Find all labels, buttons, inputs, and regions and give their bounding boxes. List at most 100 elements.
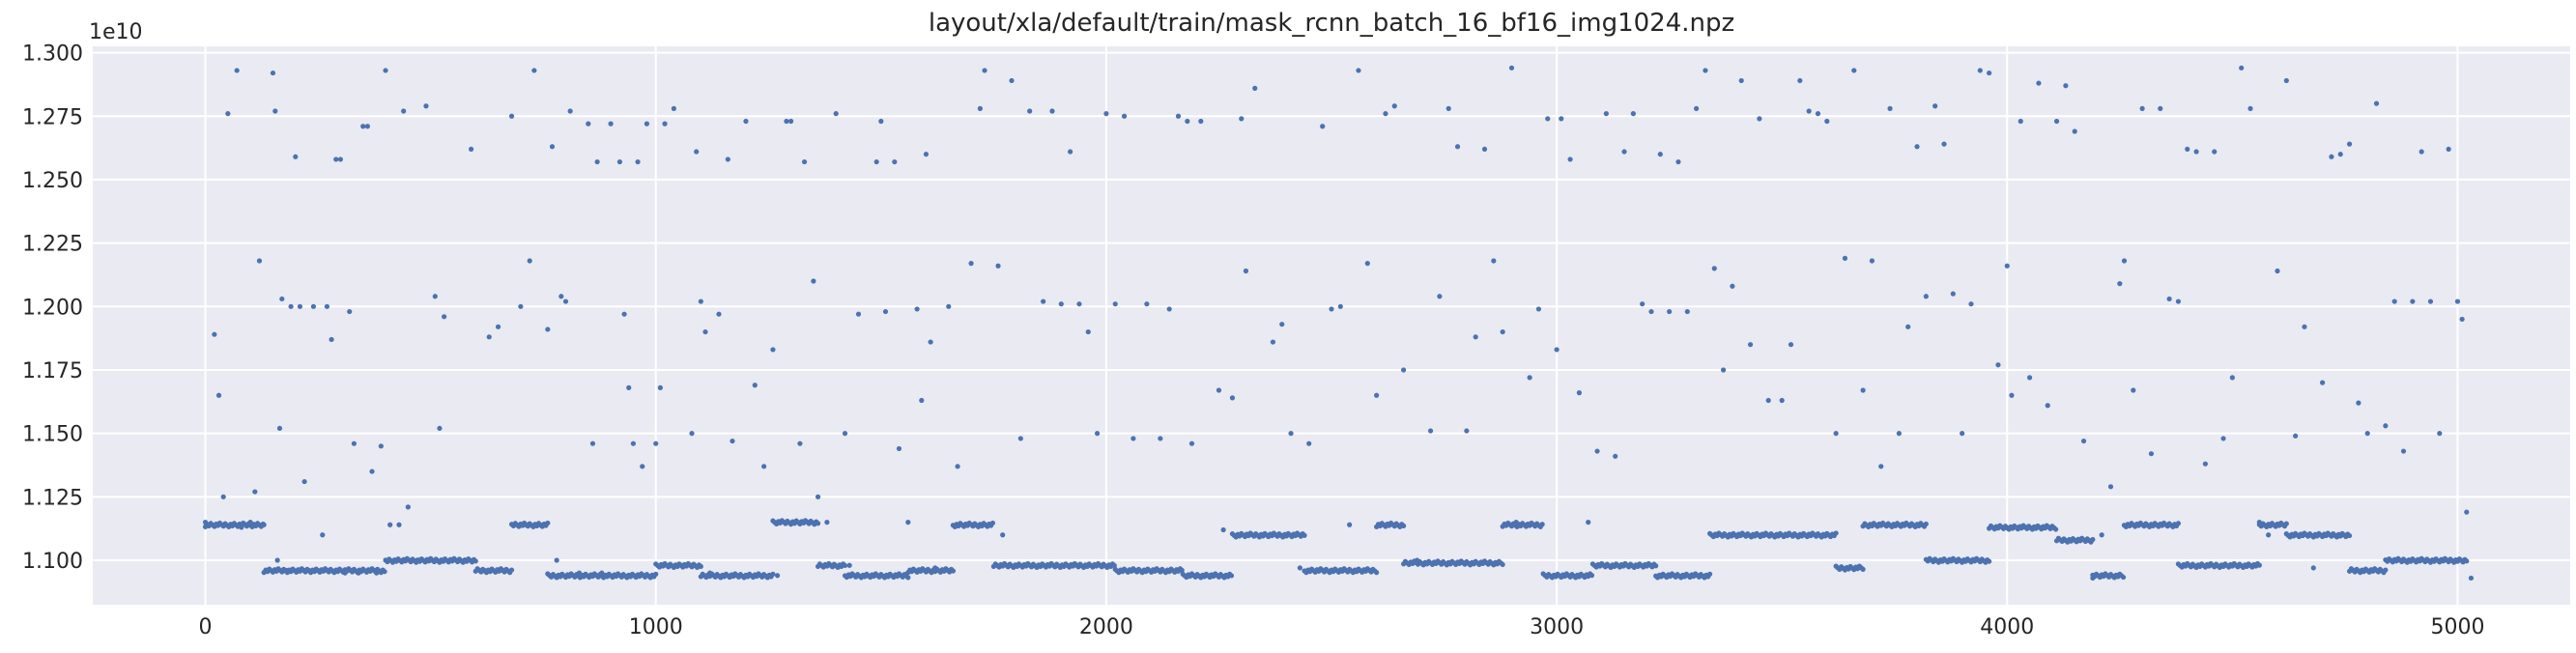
data-point bbox=[1481, 146, 1488, 153]
y-offset-label: 1e10 bbox=[89, 20, 143, 44]
data-point bbox=[811, 278, 816, 284]
data-point bbox=[594, 158, 600, 165]
data-point bbox=[562, 298, 569, 304]
data-point bbox=[1094, 431, 1101, 437]
data-point bbox=[599, 570, 605, 576]
data-point bbox=[842, 562, 848, 569]
data-point bbox=[576, 570, 583, 576]
data-point bbox=[1364, 261, 1370, 267]
y-tick-label: 1.100 bbox=[22, 550, 83, 574]
y-tick-label: 1.225 bbox=[22, 233, 83, 257]
x-tick-label: 5000 bbox=[2430, 615, 2484, 639]
data-point bbox=[2247, 105, 2253, 111]
y-tick-label: 1.150 bbox=[22, 423, 83, 447]
data-point bbox=[1112, 301, 1118, 307]
data-point bbox=[1987, 70, 1992, 76]
data-point bbox=[1302, 532, 1307, 538]
data-point bbox=[374, 570, 380, 576]
data-point bbox=[630, 440, 637, 446]
data-point bbox=[2004, 263, 2010, 269]
data-point bbox=[333, 156, 339, 162]
data-point bbox=[252, 489, 258, 495]
data-point bbox=[274, 557, 280, 563]
data-point bbox=[1216, 387, 1222, 393]
data-point bbox=[256, 258, 263, 264]
data-point bbox=[324, 303, 330, 309]
data-point bbox=[2454, 298, 2461, 304]
data-point bbox=[2337, 152, 2343, 157]
data-point bbox=[1188, 440, 1195, 446]
data-point bbox=[306, 567, 312, 574]
data-point bbox=[586, 121, 591, 127]
data-point bbox=[1508, 65, 1515, 71]
data-point bbox=[1464, 428, 1470, 434]
data-point bbox=[1068, 149, 1073, 155]
y-tick-label: 1.250 bbox=[22, 169, 83, 193]
data-point bbox=[1603, 111, 1609, 117]
data-point bbox=[932, 565, 938, 571]
data-point bbox=[1252, 85, 1258, 91]
data-point bbox=[2131, 387, 2136, 393]
data-point bbox=[360, 124, 366, 129]
data-point bbox=[2185, 146, 2190, 153]
data-point bbox=[220, 494, 226, 499]
data-point bbox=[472, 558, 478, 564]
data-point bbox=[2302, 324, 2307, 329]
data-point bbox=[2320, 380, 2326, 385]
data-point bbox=[1896, 431, 1902, 437]
data-point bbox=[1653, 563, 1659, 569]
data-point bbox=[1738, 77, 1744, 84]
data-point bbox=[337, 156, 343, 162]
data-point bbox=[276, 425, 283, 432]
y-tick-label: 1.125 bbox=[22, 486, 83, 510]
data-point bbox=[2468, 575, 2475, 582]
data-point bbox=[752, 383, 758, 388]
data-point bbox=[415, 557, 420, 563]
data-point bbox=[2090, 536, 2096, 543]
data-point bbox=[212, 331, 217, 337]
data-point bbox=[1977, 68, 1983, 73]
data-point bbox=[761, 464, 767, 469]
data-point bbox=[405, 504, 411, 510]
data-point bbox=[1711, 266, 1717, 271]
data-point bbox=[1950, 291, 1956, 297]
data-point bbox=[545, 520, 551, 526]
data-point bbox=[1414, 557, 1420, 563]
data-point bbox=[725, 156, 730, 162]
data-point bbox=[1391, 103, 1397, 109]
x-tick-label: 4000 bbox=[1980, 615, 2034, 639]
data-point bbox=[2346, 141, 2353, 147]
data-point bbox=[2293, 433, 2299, 439]
data-point bbox=[1383, 111, 1388, 117]
data-point bbox=[567, 108, 573, 114]
data-point bbox=[2175, 521, 2182, 526]
data-point bbox=[928, 339, 933, 345]
data-point bbox=[247, 520, 253, 525]
data-point bbox=[2266, 532, 2272, 538]
data-point bbox=[989, 520, 996, 526]
data-point bbox=[1017, 436, 1023, 441]
data-point bbox=[234, 68, 240, 73]
data-point bbox=[1613, 453, 1618, 459]
data-point bbox=[2063, 83, 2069, 89]
data-point bbox=[855, 311, 862, 317]
data-point bbox=[342, 570, 348, 576]
data-point bbox=[644, 121, 650, 127]
data-point bbox=[1239, 116, 1245, 122]
data-point bbox=[2193, 149, 2199, 155]
data-point bbox=[784, 118, 789, 125]
data-point bbox=[2080, 438, 2087, 444]
data-point bbox=[442, 314, 447, 320]
data-point bbox=[1000, 532, 1006, 538]
data-point bbox=[1703, 68, 1708, 73]
data-point bbox=[2117, 281, 2123, 287]
data-point bbox=[1968, 301, 1974, 307]
data-point bbox=[653, 571, 659, 577]
data-point bbox=[382, 569, 387, 575]
data-point bbox=[2229, 375, 2235, 381]
data-point bbox=[1166, 306, 1172, 312]
data-point bbox=[1720, 367, 1727, 373]
data-point bbox=[608, 121, 614, 127]
data-point bbox=[2419, 149, 2424, 155]
data-point bbox=[923, 152, 930, 157]
